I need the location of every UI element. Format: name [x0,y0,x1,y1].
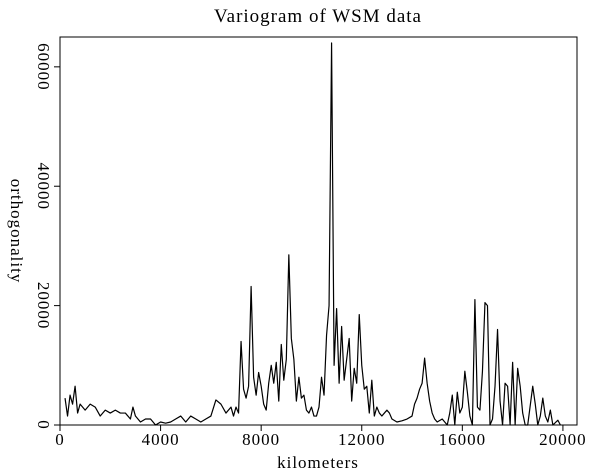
chart-title: Variogram of WSM data [214,6,422,27]
x-tick-label: 12000 [338,430,386,449]
y-tick-label: 0 [34,420,53,430]
y-axis-label: orthogonality [7,179,26,284]
x-tick-label: 16000 [439,430,487,449]
data-line [64,42,561,426]
x-tick-label: 20000 [539,430,587,449]
x-tick-label: 4000 [142,430,180,449]
y-tick-label: 20000 [34,282,53,330]
plot-frame [59,36,578,426]
y-tick-label: 60000 [34,43,53,91]
x-tick-label: 0 [55,430,65,449]
y-tick-label: 40000 [34,162,53,210]
x-tick-label: 8000 [242,430,280,449]
x-axis-label: kilometers [277,453,359,472]
